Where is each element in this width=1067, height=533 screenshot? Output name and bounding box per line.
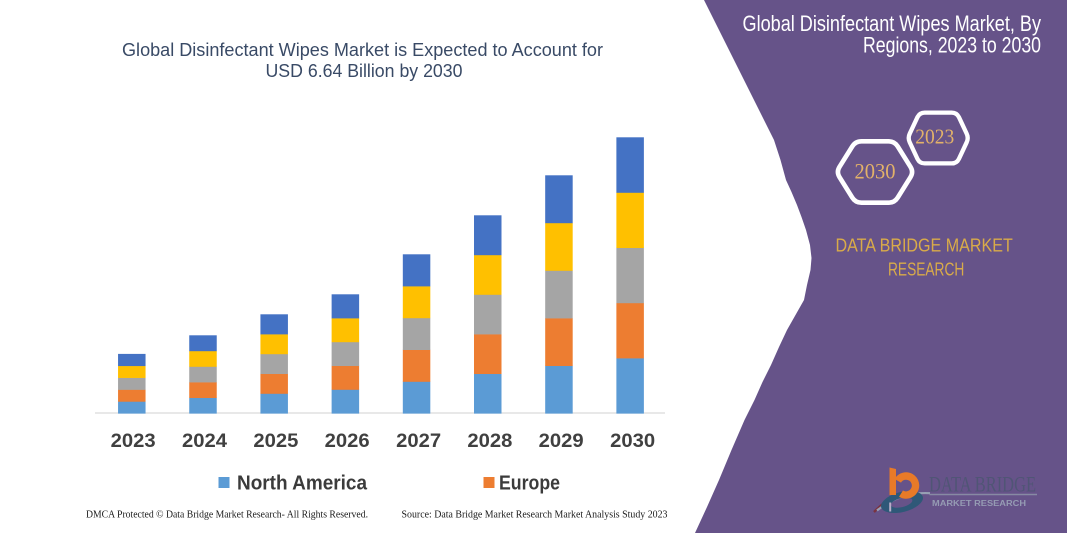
svg-text:2026: 2026 [325,431,370,452]
svg-text:2030: 2030 [610,431,655,452]
svg-text:2027: 2027 [396,431,441,452]
svg-text:MARKET RESEARCH: MARKET RESEARCH [932,499,1026,508]
svg-text:RESEARCH: RESEARCH [888,258,964,279]
svg-text:Global Disinfectant Wipes Mark: Global Disinfectant Wipes Market is Expe… [122,40,603,60]
svg-text:USD 6.64 Billion by 2030: USD 6.64 Billion by 2030 [266,61,463,81]
svg-text:2028: 2028 [467,431,512,452]
svg-text:2030: 2030 [855,158,896,183]
svg-text:2029: 2029 [539,431,584,452]
svg-text:2023: 2023 [111,431,156,452]
svg-text:Source: Data Bridge Market Res: Source: Data Bridge Market Research Mark… [402,509,668,521]
svg-text:Europe: Europe [499,473,560,495]
svg-text:2024: 2024 [182,431,227,452]
svg-text:Global Disinfectant Wipes Mark: Global Disinfectant Wipes Market, By [743,11,1042,36]
svg-text:2023: 2023 [915,124,954,148]
svg-text:DMCA Protected © Data Bridge M: DMCA Protected © Data Bridge Market Rese… [86,509,368,521]
svg-text:North America: North America [237,473,368,495]
svg-text:Regions, 2023 to 2030: Regions, 2023 to 2030 [863,33,1041,58]
svg-text:DATA BRIDGE: DATA BRIDGE [929,472,1036,497]
svg-text:DATA BRIDGE MARKET: DATA BRIDGE MARKET [836,235,1013,256]
svg-text:2025: 2025 [253,431,298,452]
